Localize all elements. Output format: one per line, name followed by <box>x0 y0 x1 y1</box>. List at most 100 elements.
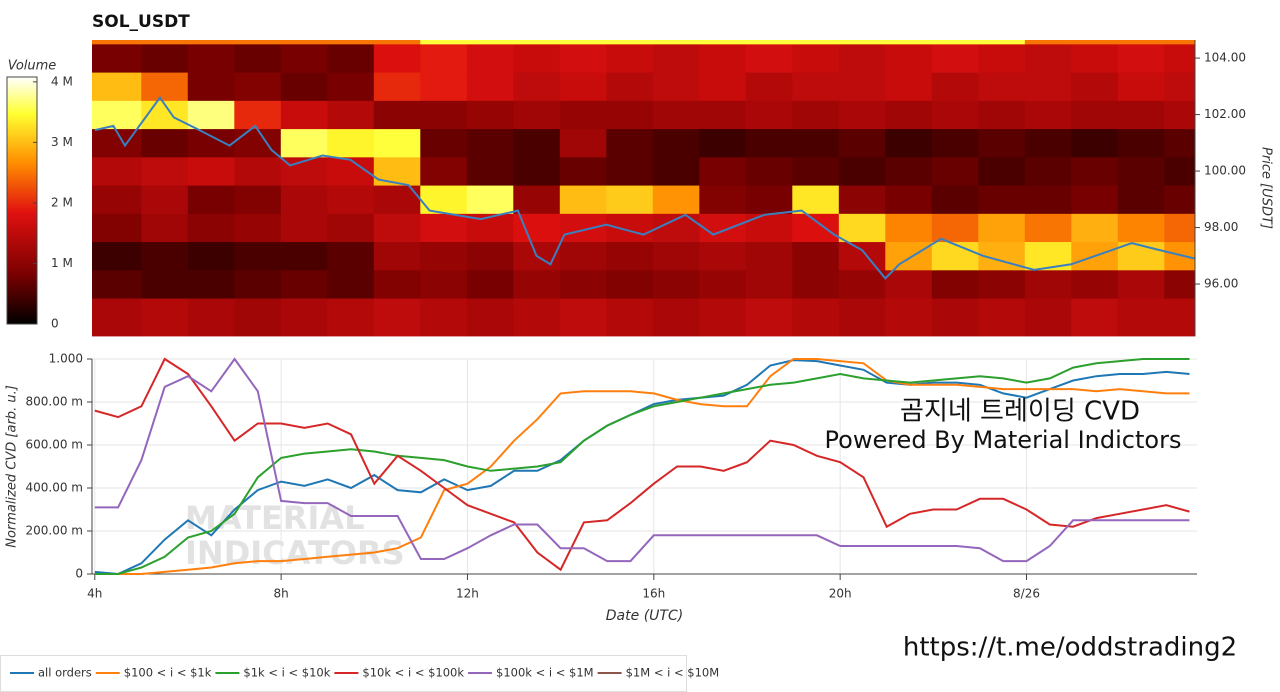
legend-label: $1M < i < $10M <box>626 666 720 680</box>
heatmap-cell <box>838 156 886 186</box>
heatmap-cell <box>838 241 886 271</box>
heatmap-cell <box>652 72 700 101</box>
heatmap-cell <box>931 185 979 214</box>
heatmap-cell <box>466 185 514 214</box>
heatmap-cell <box>559 72 607 101</box>
heatmap-cell <box>327 43 375 73</box>
heatmap-cell <box>1071 269 1119 299</box>
heatmap-cell <box>885 213 933 243</box>
heatmap-cell <box>92 298 142 337</box>
heatmap-cell <box>559 40 607 45</box>
heatmap-cell <box>1117 185 1165 214</box>
colorbar-tick-label: 3 M <box>51 135 73 149</box>
heatmap-cell <box>745 213 793 243</box>
heatmap-cell <box>1164 241 1196 271</box>
heatmap-cell <box>1117 43 1165 73</box>
heatmap-cell <box>187 40 235 45</box>
heatmap-cell <box>141 241 189 271</box>
heatmap-cell <box>606 72 654 101</box>
heatmap-cell <box>466 298 514 337</box>
heatmap-cell <box>606 241 654 271</box>
heatmap-cell <box>838 213 886 243</box>
heatmap-cell <box>141 269 189 299</box>
heatmap-cell <box>420 269 468 299</box>
heatmap-cell <box>327 128 375 158</box>
heatmap-cell <box>978 156 1026 186</box>
heatmap-cell <box>652 40 700 45</box>
cvd-line <box>94 357 1190 563</box>
heatmap-cell <box>1164 72 1196 101</box>
heatmap-cell <box>931 213 979 243</box>
heatmap-cell <box>141 128 189 158</box>
heatmap-cell <box>327 269 375 299</box>
annotation: 곰지네 트레이딩 CVD <box>900 397 1140 427</box>
heatmap-cell <box>1071 213 1119 243</box>
heatmap-cell <box>513 156 561 186</box>
heatmap-cell <box>187 241 235 271</box>
heatmap-cell <box>92 40 142 45</box>
heatmap-cell <box>280 128 328 158</box>
heatmap-cell <box>234 213 282 243</box>
heatmap-cell <box>1164 185 1196 214</box>
heatmap-cell <box>652 185 700 214</box>
y-tick-label: 400.00 m <box>26 481 84 495</box>
heatmap-cell <box>513 72 561 101</box>
heatmap-cell <box>141 185 189 214</box>
heatmap-cell <box>792 128 840 158</box>
heatmap-cell <box>1117 213 1165 243</box>
x-tick-label: 8h <box>274 587 289 601</box>
heatmap-cell <box>838 72 886 101</box>
heatmap-cell <box>373 241 421 271</box>
heatmap-cell <box>745 185 793 214</box>
heatmap-cell <box>792 40 840 45</box>
heatmap-cell <box>1024 213 1072 243</box>
heatmap-cell <box>373 156 421 186</box>
heatmap-cell <box>373 100 421 130</box>
heatmap-cell <box>885 156 933 186</box>
heatmap-cell <box>838 100 886 130</box>
heatmap-cell <box>699 40 747 45</box>
heatmap-cell <box>885 241 933 271</box>
heatmap-cell <box>559 43 607 73</box>
heatmap-cell <box>1164 156 1196 186</box>
heatmap-cell <box>838 298 886 337</box>
heatmap-cell <box>327 185 375 214</box>
heatmap-cell <box>699 72 747 101</box>
heatmap-cell <box>466 269 514 299</box>
heatmap-cell <box>978 43 1026 73</box>
heatmap-cell <box>931 43 979 73</box>
colorbar-label: Volume <box>8 59 57 74</box>
heatmap-cell <box>187 269 235 299</box>
heatmap-cell <box>92 269 142 299</box>
heatmap-cell <box>931 269 979 299</box>
heatmap-cell <box>792 100 840 130</box>
heatmap-cell <box>559 128 607 158</box>
heatmap-cell <box>187 213 235 243</box>
heatmap-cell <box>885 128 933 158</box>
x-tick-label: 16h <box>642 587 665 601</box>
heatmap-cell <box>838 185 886 214</box>
heatmap-cell <box>978 269 1026 299</box>
heatmap-cell <box>92 156 142 186</box>
chart-title: SOL_USDT <box>92 12 190 32</box>
y-axis-label: Price [USDT] <box>1259 147 1274 229</box>
heatmap-cell <box>1024 128 1072 158</box>
heatmap-cell <box>745 298 793 337</box>
heatmap-cell <box>978 298 1026 337</box>
heatmap-cell <box>745 72 793 101</box>
heatmap-cell <box>373 185 421 214</box>
heatmap-cell <box>931 40 979 45</box>
x-tick-label: 4h <box>87 587 102 601</box>
legend-label: $100 < i < $1k <box>124 666 212 680</box>
heatmap-cell <box>1024 72 1072 101</box>
heatmap-cell <box>1117 40 1165 45</box>
heatmap-cell <box>373 128 421 158</box>
heatmap-cell <box>699 100 747 130</box>
heatmap-cell <box>92 72 142 101</box>
heatmap-cell <box>187 72 235 101</box>
annotation: Powered By Material Indictors <box>825 426 1182 454</box>
heatmap-cell <box>559 298 607 337</box>
heatmap-cell <box>745 43 793 73</box>
y-tick-label: 0 <box>75 567 83 581</box>
